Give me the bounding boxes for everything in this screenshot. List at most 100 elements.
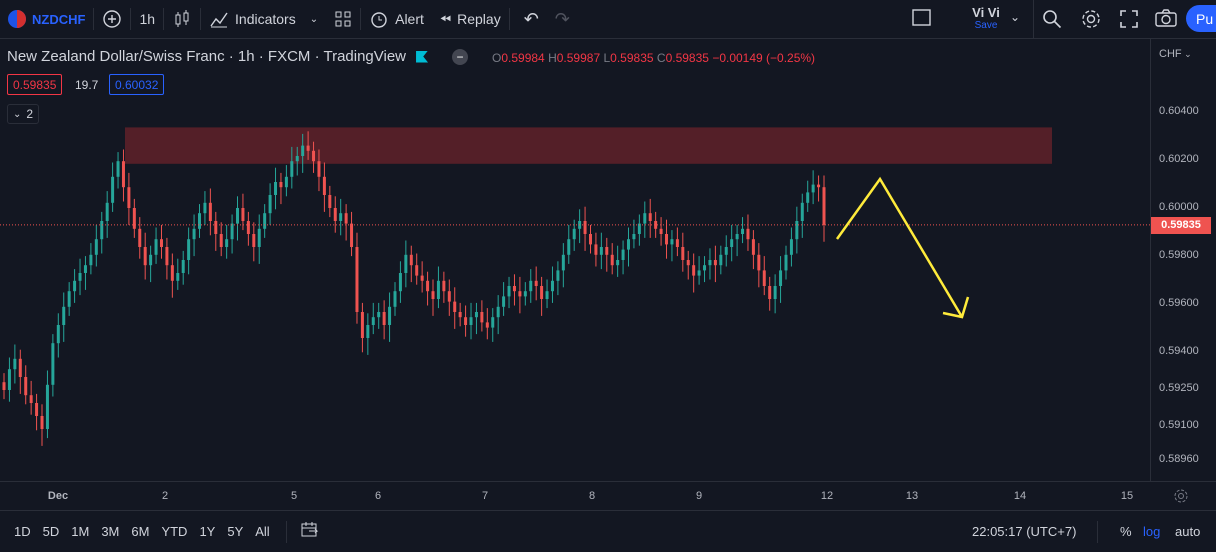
timezone-button[interactable]: 22:05:17 (UTC+7) (972, 524, 1076, 539)
price-axis[interactable]: CHF ⌄ 0.60400 0.60200 0.60000 0.59800 0.5960… (1150, 39, 1216, 481)
toolbar-divider (285, 520, 287, 543)
candle-body (426, 280, 430, 292)
candle-body (295, 156, 299, 162)
range-button-all[interactable]: All (255, 524, 270, 539)
candle-body (681, 247, 685, 260)
current-price-tag: 0.59835 (1151, 216, 1211, 234)
time-tick-label: 8 (588, 490, 596, 502)
log-toggle[interactable]: log (1137, 524, 1166, 539)
camera-icon (1155, 9, 1177, 27)
layout-save-status: Save (974, 20, 998, 31)
candle-body (648, 213, 652, 221)
currency-selector[interactable]: CHF ⌄ (1159, 48, 1192, 60)
range-button-1y[interactable]: 1Y (199, 524, 216, 539)
time-tick-label: 13 (905, 490, 919, 502)
toolbar-divider (163, 8, 165, 30)
candle-body (502, 296, 506, 307)
candle-body (697, 270, 701, 276)
interval-button[interactable]: 1h (131, 0, 163, 38)
time-tick-label: Dec (47, 490, 69, 502)
candle-body (252, 234, 256, 247)
candle-body (154, 239, 158, 255)
range-button-5y[interactable]: 5Y (227, 524, 244, 539)
time-axis[interactable]: Dec 2 5 6 7 8 9 12 13 14 15 (0, 481, 1216, 510)
range-button-1d[interactable]: 1D (14, 524, 31, 539)
snapshot-button[interactable] (1155, 8, 1177, 33)
replay-button[interactable]: ⏪︎ Replay (432, 0, 509, 38)
search-button[interactable] (1042, 9, 1062, 34)
publish-button[interactable]: Pu (1186, 5, 1216, 32)
redo-button[interactable]: ↷ (547, 0, 578, 38)
percent-toggle[interactable]: % (1114, 524, 1138, 539)
settings-button[interactable] (1080, 8, 1102, 35)
log-label: log (1143, 524, 1161, 539)
toolbar-divider (93, 8, 95, 30)
candle-body (735, 234, 739, 240)
range-button-6m[interactable]: 6M (131, 524, 150, 539)
rewind-icon: ⏪︎ (439, 10, 452, 27)
indicator-count: 2 (26, 107, 34, 121)
compare-symbol-button[interactable] (94, 0, 130, 38)
candle-body (692, 265, 696, 276)
symbol-legend[interactable]: New Zealand Dollar/Swiss Franc · 1h · FX… (7, 48, 469, 65)
range-button-1m[interactable]: 1M (71, 524, 90, 539)
candle-body (312, 150, 316, 162)
range-button-ytd[interactable]: YTD (161, 524, 188, 539)
candle-body (398, 273, 402, 292)
candle-body (279, 182, 283, 188)
templates-button[interactable] (326, 0, 360, 38)
projection-arrow[interactable] (835, 176, 964, 318)
layout-select-button[interactable] (912, 9, 932, 27)
candle-body (469, 317, 473, 325)
candle-body (159, 239, 163, 247)
date-range-buttons: 1D 5D 1M 3M 6M YTD 1Y 5Y All (8, 524, 276, 539)
candle-body (627, 239, 631, 250)
candle-body (29, 395, 33, 403)
axis-settings-button[interactable] (1173, 488, 1189, 509)
candle-body (121, 161, 125, 188)
candle-body (268, 195, 272, 214)
candle-body (73, 280, 77, 292)
range-button-5d[interactable]: 5D (42, 524, 60, 539)
range-button-3m[interactable]: 3M (101, 524, 120, 539)
undo-icon: ↶ (523, 8, 539, 29)
candlestick-chart[interactable] (0, 39, 1150, 481)
candle-body (518, 291, 522, 297)
alert-button[interactable]: Alert (361, 0, 432, 38)
minus-circle-icon[interactable]: − (452, 48, 469, 65)
candle-body (214, 221, 218, 234)
candle-body (751, 239, 755, 255)
fullscreen-button[interactable] (1119, 9, 1139, 34)
layout-save-button[interactable]: Vi Vi Save (946, 5, 1026, 31)
chart-type-button[interactable] (164, 0, 200, 38)
indicators-button[interactable]: Indicators ⌄ (201, 0, 326, 38)
indicators-icon (210, 12, 228, 28)
indicators-toggle[interactable]: ⌄ 2 (7, 104, 40, 124)
candle-body (523, 291, 527, 297)
candle-body (621, 249, 625, 260)
current-price-value: 0.59835 (1161, 219, 1201, 232)
candle-body (730, 239, 734, 247)
go-to-date-button[interactable] (301, 521, 319, 542)
auto-toggle[interactable]: auto (1169, 524, 1206, 539)
auto-label: auto (1175, 524, 1201, 539)
candle-body (13, 358, 17, 370)
sell-price-button[interactable]: 0.59835 (7, 74, 63, 95)
candle-body (800, 202, 804, 221)
chevron-down-icon[interactable]: ⌄ (1010, 10, 1021, 24)
candle-body (779, 270, 783, 286)
nzd-chf-flag-icon (8, 10, 26, 28)
bid-value: 0.59835 (13, 77, 57, 92)
symbol-label: NZDCHF (32, 11, 86, 27)
legend-title: New Zealand Dollar/Swiss Franc · 1h · FX… (7, 48, 407, 65)
symbol-search-button[interactable]: NZDCHF (0, 0, 93, 38)
candle-body (703, 265, 707, 271)
bookmark-icon[interactable] (416, 50, 429, 63)
candle-body (529, 280, 533, 292)
buy-price-button[interactable]: 0.60032 (109, 74, 165, 95)
undo-button[interactable]: ↶ (516, 0, 547, 38)
resistance-zone[interactable] (125, 127, 1052, 164)
chart-pane[interactable] (0, 39, 1150, 481)
candle-body (225, 239, 229, 247)
candle-body (203, 202, 207, 214)
